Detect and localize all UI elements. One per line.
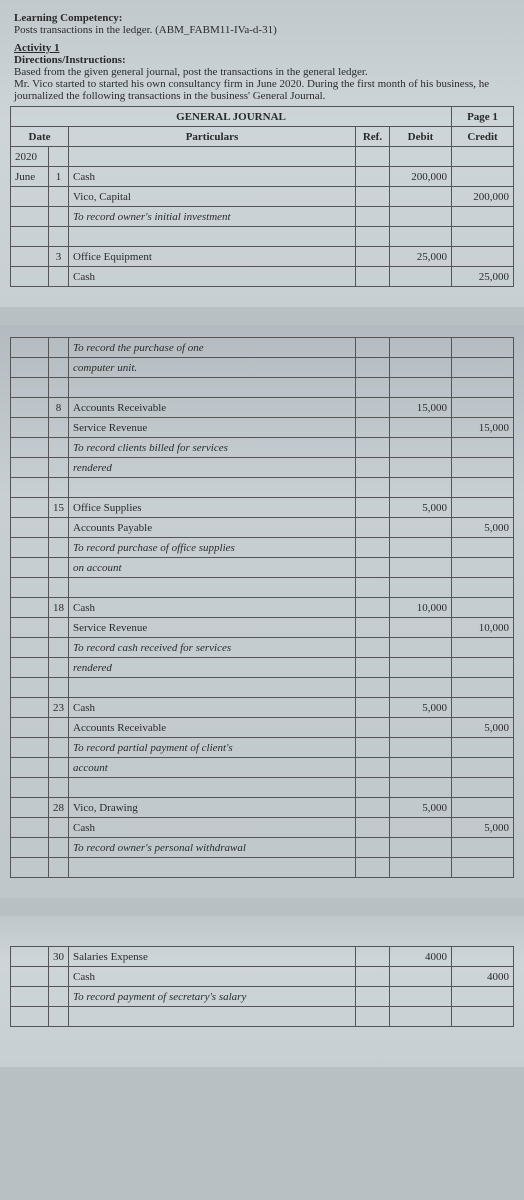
debit-amt: 200,000 [389, 167, 451, 187]
day: 1 [49, 167, 69, 187]
debit-amt: 5,000 [390, 498, 452, 518]
month: June [11, 167, 49, 187]
credit-acc: Cash [69, 967, 356, 987]
memo2: rendered [69, 458, 356, 478]
directions-text-1: Based from the given general journal, po… [14, 66, 510, 78]
competency-text: Posts transactions in the ledger. (ABM_F… [14, 24, 510, 36]
credit-amt: 5,000 [452, 718, 514, 738]
debit-acc: Cash [69, 167, 356, 187]
year-cell: 2020 [11, 147, 49, 167]
credit-acc: Cash [69, 818, 356, 838]
memo: To record owner's initial investment [69, 207, 356, 227]
memo: To record clients billed for services [69, 438, 356, 458]
day: 8 [49, 398, 69, 418]
debit-amt: 5,000 [390, 798, 452, 818]
credit-acc: Vico, Capital [69, 187, 356, 207]
debit-acc: Cash [69, 598, 356, 618]
day: 15 [49, 498, 69, 518]
journal-title: GENERAL JOURNAL [11, 107, 452, 127]
credit-amt: 15,000 [452, 418, 514, 438]
col-debit: Debit [389, 127, 451, 147]
memo: To record the purchase of one [69, 338, 356, 358]
memo: To record cash received for services [69, 638, 356, 658]
day: 28 [49, 798, 69, 818]
memo2: computer unit. [69, 358, 356, 378]
page-1: Learning Competency: Posts transactions … [0, 0, 524, 307]
debit-acc: Office Supplies [69, 498, 356, 518]
col-ref: Ref. [355, 127, 389, 147]
debit-acc: Office Equipment [69, 247, 356, 267]
general-journal-table-3: 30Salaries Expense 4000 Cash 4000 To recor… [10, 946, 514, 1027]
credit-amt: 10,000 [452, 618, 514, 638]
debit-amt: 5,000 [390, 698, 452, 718]
directions-text-2: Mr. Vico started to started his own cons… [14, 78, 510, 102]
col-credit: Credit [452, 127, 514, 147]
credit-amt: 25,000 [452, 267, 514, 287]
day: 18 [49, 598, 69, 618]
memo2: on account [69, 558, 356, 578]
day: 3 [49, 247, 69, 267]
col-particulars: Particulars [69, 127, 356, 147]
memo2: account [69, 758, 356, 778]
debit-amt: 25,000 [389, 247, 451, 267]
credit-acc: Cash [69, 267, 356, 287]
directions-label: Directions/Instructions: [14, 54, 510, 66]
page-2: To record the purchase of one computer u… [0, 325, 524, 898]
memo: To record partial payment of client's [69, 738, 356, 758]
credit-amt: 200,000 [452, 187, 514, 207]
memo: To record payment of secretary's salary [69, 987, 356, 1007]
debit-amt: 10,000 [390, 598, 452, 618]
credit-acc: Accounts Receivable [69, 718, 356, 738]
day: 23 [49, 698, 69, 718]
debit-amt: 15,000 [390, 398, 452, 418]
journal-page: Page 1 [452, 107, 514, 127]
debit-amt: 4000 [390, 947, 452, 967]
credit-acc: Service Revenue [69, 618, 356, 638]
col-date: Date [11, 127, 69, 147]
debit-acc: Accounts Receivable [69, 398, 356, 418]
general-journal-table: GENERAL JOURNAL Page 1 Date Particulars … [10, 106, 514, 287]
day: 30 [49, 947, 69, 967]
credit-amt: 4000 [452, 967, 514, 987]
credit-amt: 5,000 [452, 818, 514, 838]
credit-acc: Accounts Payable [69, 518, 356, 538]
credit-acc: Service Revenue [69, 418, 356, 438]
page-3: 30Salaries Expense 4000 Cash 4000 To recor… [0, 916, 524, 1067]
memo2: rendered [69, 658, 356, 678]
general-journal-table-2: To record the purchase of one computer u… [10, 337, 514, 878]
competency-label: Learning Competency: [14, 12, 510, 24]
credit-amt: 5,000 [452, 518, 514, 538]
activity-label: Activity 1 [14, 42, 510, 54]
debit-acc: Vico, Drawing [69, 798, 356, 818]
debit-acc: Cash [69, 698, 356, 718]
memo: To record owner's personal withdrawal [69, 838, 356, 858]
debit-acc: Salaries Expense [69, 947, 356, 967]
memo: To record purchase of office supplies [69, 538, 356, 558]
